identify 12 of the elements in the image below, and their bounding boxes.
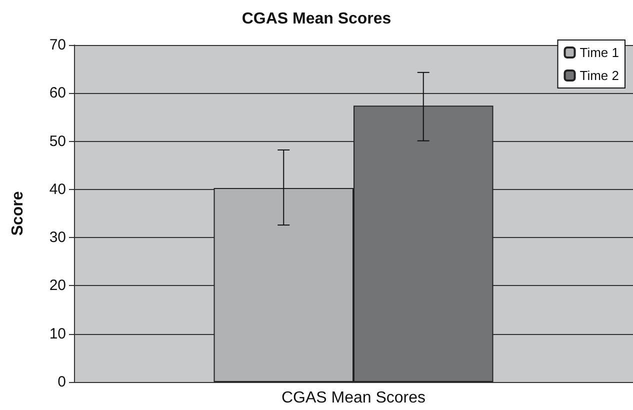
y-tick-label: 30 — [49, 229, 66, 246]
y-tick-label: 50 — [49, 132, 66, 150]
y-tick-label: 60 — [49, 84, 66, 102]
y-tick-label: 70 — [49, 36, 66, 54]
y-tick-label: 0 — [58, 374, 66, 390]
y-tick-label: 20 — [49, 277, 66, 294]
y-tick-label: 10 — [49, 325, 66, 342]
legend-label: Time 1 — [580, 45, 619, 60]
chart-title: CGAS Mean Scores — [242, 10, 392, 28]
legend-label: Time 2 — [580, 68, 619, 83]
y-axis-title: Score — [10, 191, 26, 236]
y-tick-label: 40 — [49, 180, 66, 198]
